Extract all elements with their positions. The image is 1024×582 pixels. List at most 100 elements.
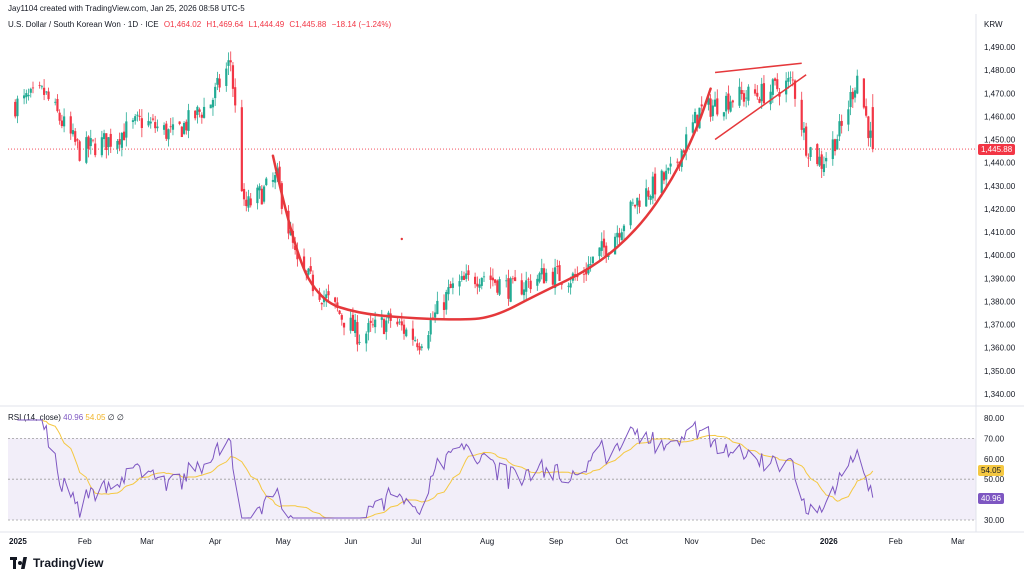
candle-body — [727, 93, 730, 110]
candle-body — [496, 280, 499, 293]
candle-body — [647, 190, 650, 197]
candle-body — [665, 170, 668, 180]
candle-body — [591, 256, 594, 264]
candle-body — [211, 99, 215, 108]
candle-body — [125, 121, 128, 138]
candle-body — [742, 93, 746, 102]
candle-body — [511, 278, 514, 280]
candle-body — [836, 139, 839, 150]
tradingview-logo-icon — [10, 557, 28, 569]
candle-body — [676, 161, 679, 163]
candle-body — [171, 124, 175, 130]
candle-body — [136, 114, 139, 116]
price-tick-label: 1,410.00 — [984, 228, 1016, 237]
candle-body — [762, 83, 766, 104]
candle-body — [869, 130, 872, 138]
candle-body — [725, 95, 728, 112]
rsi-value-badge: 40.96 — [978, 493, 1005, 504]
candle-body — [311, 274, 315, 292]
candle-body — [789, 77, 792, 79]
candle-body — [40, 86, 43, 88]
candle-body — [225, 68, 228, 86]
candle-body — [449, 284, 452, 289]
candle-body — [29, 88, 32, 93]
candle-body — [514, 277, 517, 282]
candle-body — [520, 280, 523, 295]
visibility-icon-2[interactable]: ∅ — [116, 413, 124, 422]
candle-body — [402, 324, 406, 334]
time-tick-label: Nov — [684, 537, 698, 546]
candle-body — [351, 314, 355, 331]
candle-body — [753, 89, 757, 94]
candle-body — [58, 112, 61, 121]
candle-body — [69, 116, 72, 134]
candle-body — [545, 272, 548, 282]
candle-body — [256, 187, 259, 204]
candle-body — [27, 94, 30, 97]
candle-body — [538, 273, 541, 282]
candle-body — [349, 317, 352, 331]
rsi-legend-label: RSI (14, close) — [8, 413, 61, 422]
candle-body — [509, 278, 512, 302]
candle-body — [418, 346, 421, 351]
close-value: C1,445.88 — [289, 20, 327, 29]
candle-body — [629, 201, 632, 226]
candle-body — [411, 328, 415, 340]
candle-body — [793, 80, 797, 99]
last-price-badge: 1,445.88 — [978, 144, 1016, 155]
candle-body — [491, 277, 494, 281]
price-tick-label: 1,490.00 — [984, 43, 1016, 52]
candle-body — [696, 114, 699, 127]
candle-body — [716, 98, 719, 115]
candle-body — [458, 281, 461, 287]
candle-body — [776, 79, 779, 90]
candle-body — [838, 121, 841, 137]
candle-body — [365, 333, 368, 344]
candle-body — [540, 268, 543, 275]
time-tick-label: Feb — [889, 537, 903, 546]
candle-body — [851, 91, 854, 100]
price-tick-label: 1,370.00 — [984, 321, 1016, 330]
candle-body — [800, 99, 803, 130]
candle-body — [482, 276, 486, 278]
candle-body — [229, 60, 232, 63]
candle-body — [582, 273, 586, 275]
price-tick-label: 1,450.00 — [984, 136, 1016, 145]
candle-body — [400, 321, 403, 326]
candle-body — [467, 270, 470, 275]
candle-body — [178, 121, 181, 125]
candle-body — [38, 85, 41, 86]
candle-body — [476, 283, 479, 287]
price-tick-label: 1,470.00 — [984, 89, 1016, 98]
candle-body — [45, 91, 48, 93]
tradingview-logo[interactable]: TradingView — [10, 556, 103, 570]
price-tick-label: 1,400.00 — [984, 251, 1016, 260]
candle-body — [525, 280, 528, 292]
candle-body — [218, 78, 221, 88]
candle-body — [202, 106, 206, 118]
candle-body — [209, 104, 212, 109]
candle-body — [302, 256, 306, 269]
candle-body — [653, 173, 657, 195]
candle-body — [62, 116, 66, 127]
candle-body — [769, 91, 772, 105]
candle-body — [865, 106, 868, 116]
candle-body — [249, 198, 252, 206]
price-tick-label: 1,420.00 — [984, 205, 1016, 214]
candle-body — [729, 101, 732, 112]
candle-body — [23, 95, 26, 99]
candle-body — [507, 278, 510, 299]
candle-body — [380, 317, 383, 320]
price-tick-label: 1,390.00 — [984, 274, 1016, 283]
candle-body — [54, 101, 57, 103]
candle-body — [71, 130, 75, 135]
candle-body — [385, 320, 388, 332]
candle-body — [325, 294, 328, 299]
candle-body — [227, 60, 230, 66]
candle-body — [138, 115, 141, 117]
candle-body — [265, 178, 268, 186]
candle-body — [691, 122, 694, 133]
visibility-icon-1[interactable]: ∅ — [107, 413, 115, 422]
candle-body — [102, 133, 106, 140]
